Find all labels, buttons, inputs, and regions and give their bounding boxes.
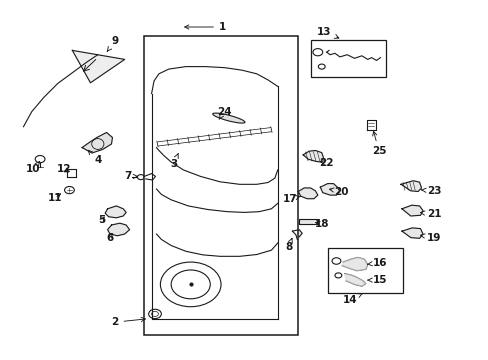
Polygon shape [342, 257, 367, 271]
Polygon shape [107, 223, 129, 236]
Text: 4: 4 [88, 150, 102, 165]
Text: 15: 15 [367, 275, 387, 285]
Text: 25: 25 [371, 131, 386, 156]
Text: 12: 12 [56, 164, 71, 174]
Text: 17: 17 [282, 194, 300, 204]
Text: 13: 13 [316, 27, 338, 38]
Polygon shape [401, 228, 422, 238]
Text: 8: 8 [285, 238, 292, 252]
Text: 16: 16 [367, 258, 387, 268]
Text: 9: 9 [107, 36, 118, 51]
Text: 20: 20 [329, 186, 348, 197]
Text: 3: 3 [170, 153, 178, 169]
Polygon shape [292, 230, 302, 237]
Polygon shape [400, 181, 421, 192]
Polygon shape [105, 206, 126, 218]
Polygon shape [344, 274, 365, 286]
FancyBboxPatch shape [327, 248, 403, 293]
Text: 24: 24 [216, 107, 231, 120]
Polygon shape [303, 150, 323, 162]
FancyBboxPatch shape [310, 40, 386, 77]
Text: 21: 21 [420, 209, 441, 219]
Polygon shape [144, 174, 155, 180]
Text: 7: 7 [124, 171, 137, 181]
Text: 22: 22 [319, 158, 333, 168]
Text: 19: 19 [420, 233, 441, 243]
Text: 18: 18 [314, 219, 328, 229]
Polygon shape [72, 50, 124, 83]
Polygon shape [320, 184, 339, 195]
Polygon shape [299, 219, 316, 224]
Ellipse shape [212, 113, 244, 123]
FancyBboxPatch shape [144, 36, 298, 335]
Text: 23: 23 [421, 186, 441, 196]
Text: 1: 1 [184, 22, 225, 32]
Text: 5: 5 [98, 215, 105, 225]
Text: 6: 6 [106, 233, 113, 243]
Text: 14: 14 [342, 294, 362, 305]
Polygon shape [298, 188, 317, 199]
Text: 10: 10 [26, 161, 41, 174]
Text: 2: 2 [111, 317, 145, 327]
Polygon shape [401, 205, 422, 216]
Polygon shape [82, 132, 112, 153]
Text: 11: 11 [47, 193, 62, 203]
